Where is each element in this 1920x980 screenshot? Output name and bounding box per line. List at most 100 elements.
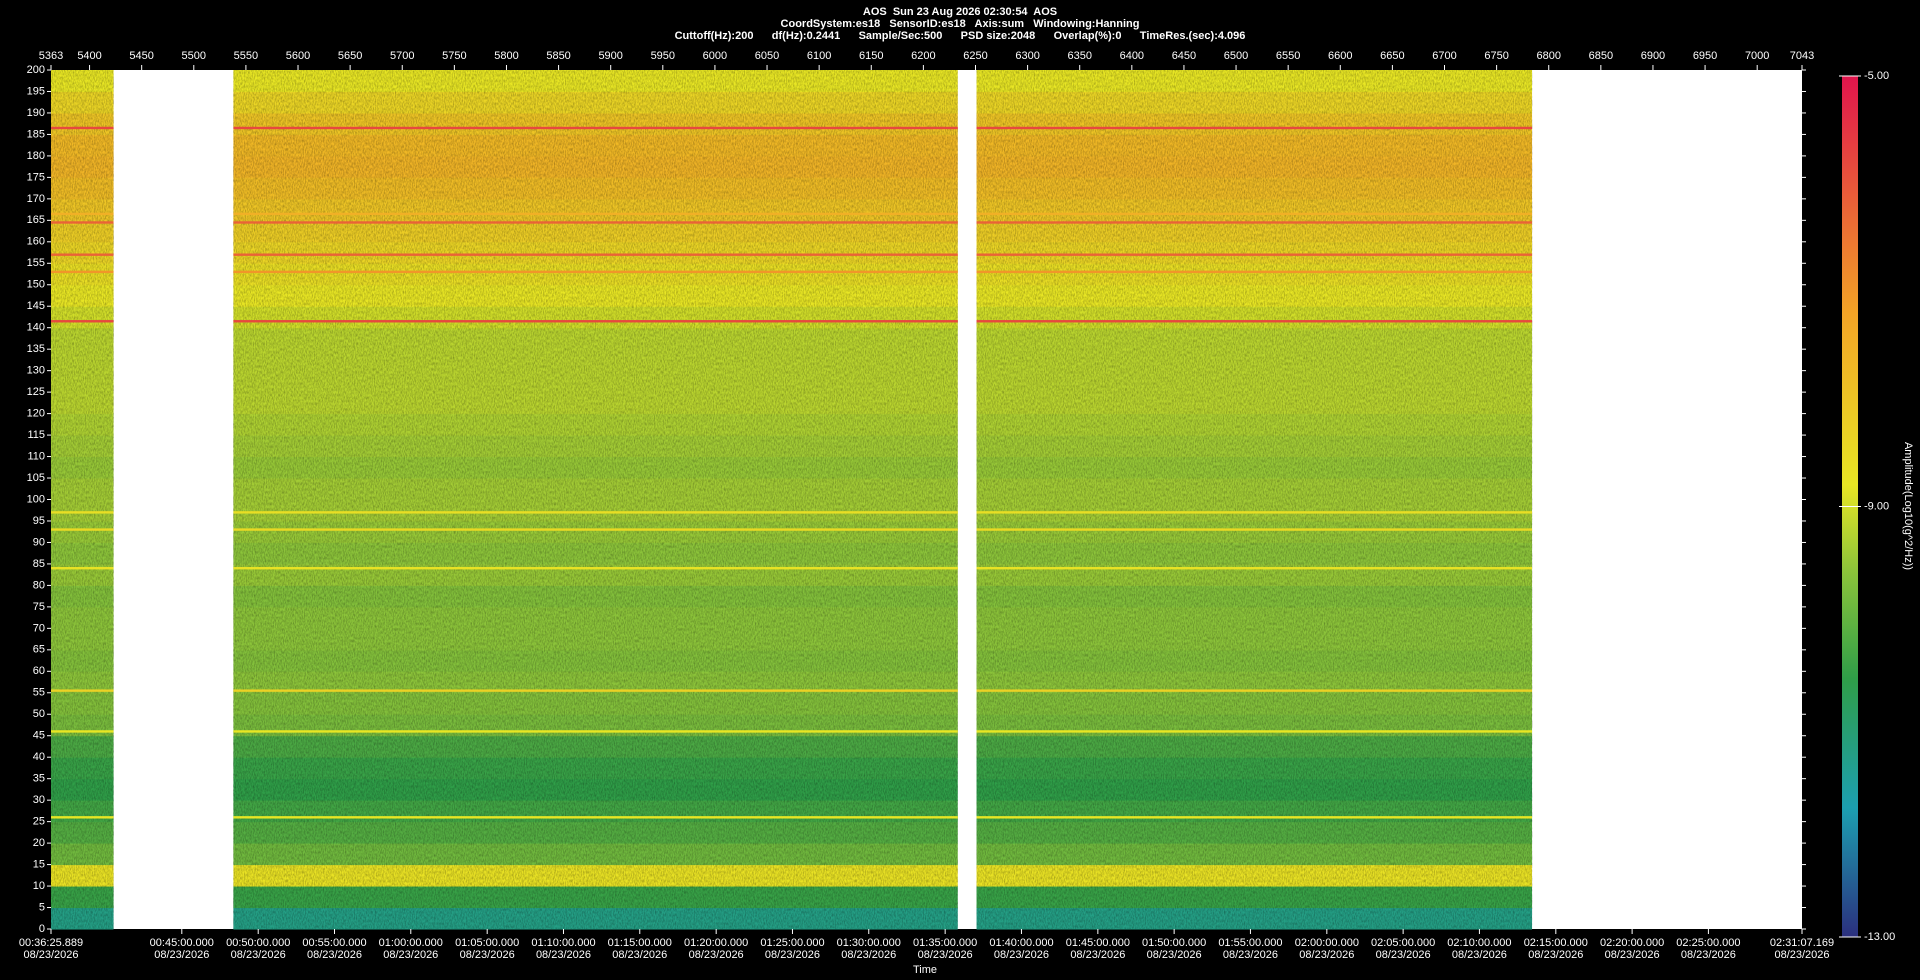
spectral-line (233, 270, 958, 274)
y-tick-label: 70 (33, 622, 45, 634)
time-tick-date: 08/23/2026 (1223, 949, 1278, 961)
x-tick-label: 5800 (494, 50, 518, 62)
x-tick-label: 6300 (1015, 50, 1039, 62)
spectral-line (51, 528, 114, 531)
y-tick-label: 140 (27, 322, 45, 334)
time-tick-date: 08/23/2026 (1147, 949, 1202, 961)
x-tick-label: 6350 (1067, 50, 1091, 62)
spectral-line (51, 730, 114, 733)
time-tick-label: 01:20:00.000 (684, 937, 748, 949)
spectral-line (233, 567, 958, 570)
time-tick-date: 08/23/2026 (765, 949, 820, 961)
spectral-line (51, 126, 114, 130)
spectral-line (233, 511, 958, 514)
y-tick-label: 45 (33, 730, 45, 742)
time-tick-date: 08/23/2026 (307, 949, 362, 961)
x-tick-label: 6650 (1380, 50, 1404, 62)
spectral-line (976, 212, 1533, 216)
time-tick-label: 00:36:25.889 (19, 937, 83, 949)
spectral-line (233, 212, 958, 216)
colorbar-tick-label: -9.00 (1864, 500, 1889, 512)
spectral-line (976, 689, 1533, 692)
y-tick-label: 100 (27, 493, 45, 505)
colorbar-label: Amplitude(Log10(g^2/Hz)) (1902, 442, 1914, 570)
y-tick-label: 165 (27, 214, 45, 226)
y-tick-label: 95 (33, 515, 45, 527)
time-tick-label: 01:45:00.000 (1066, 937, 1130, 949)
spectral-line (976, 816, 1533, 819)
y-tick-label: 190 (27, 107, 45, 119)
time-tick-label: 02:15:00.000 (1524, 937, 1588, 949)
x-tick-label: 6750 (1484, 50, 1508, 62)
x-tick-label: 6850 (1589, 50, 1613, 62)
time-tick-label: 00:45:00.000 (150, 937, 214, 949)
x-tick-label: 6050 (755, 50, 779, 62)
spectral-line (51, 212, 114, 216)
time-tick-label: 01:10:00.000 (531, 937, 595, 949)
y-tick-label: 185 (27, 128, 45, 140)
y-tick-label: 35 (33, 773, 45, 785)
y-tick-label: 155 (27, 257, 45, 269)
x-tick-label: 6550 (1276, 50, 1300, 62)
x-axis-label: Time (913, 964, 937, 976)
x-tick-label: 6500 (1224, 50, 1248, 62)
time-tick-date: 08/23/2026 (383, 949, 438, 961)
y-tick-label: 10 (33, 880, 45, 892)
time-tick-label: 01:35:00.000 (913, 937, 977, 949)
y-tick-label: 60 (33, 665, 45, 677)
spectral-line (976, 126, 1533, 130)
x-tick-label: 5900 (598, 50, 622, 62)
time-tick-date: 08/23/2026 (154, 949, 209, 961)
y-tick-label: 115 (27, 429, 45, 441)
x-tick-label: 5750 (442, 50, 466, 62)
x-tick-label: 7000 (1745, 50, 1769, 62)
y-tick-label: 90 (33, 536, 45, 548)
spectral-line (51, 270, 114, 274)
time-tick-label: 02:10:00.000 (1447, 937, 1511, 949)
time-tick-label: 01:55:00.000 (1218, 937, 1282, 949)
y-tick-label: 195 (27, 85, 45, 97)
time-tick-label: 02:00:00.000 (1295, 937, 1359, 949)
spectral-line (976, 567, 1533, 570)
y-tick-label: 175 (27, 171, 45, 183)
time-tick-label: 01:30:00.000 (837, 937, 901, 949)
spectral-line (233, 816, 958, 819)
x-tick-label: 6150 (859, 50, 883, 62)
y-tick-label: 130 (27, 365, 45, 377)
x-tick-label: 6250 (963, 50, 987, 62)
time-tick-date: 08/23/2026 (994, 949, 1049, 961)
y-tick-label: 40 (33, 751, 45, 763)
spectral-line (51, 567, 114, 570)
time-tick-label: 01:05:00.000 (455, 937, 519, 949)
time-tick-date: 08/23/2026 (689, 949, 744, 961)
x-tick-label: 6950 (1693, 50, 1717, 62)
time-tick-date: 08/23/2026 (1605, 949, 1660, 961)
time-tick-label: 02:25:00.000 (1676, 937, 1740, 949)
time-tick-label: 01:50:00.000 (1142, 937, 1206, 949)
y-tick-label: 125 (27, 386, 45, 398)
y-tick-label: 145 (27, 300, 45, 312)
y-tick-label: 180 (27, 150, 45, 162)
y-tick-label: 65 (33, 644, 45, 656)
x-tick-label: 5500 (182, 50, 206, 62)
spectral-line (51, 816, 114, 819)
time-tick-label: 01:40:00.000 (989, 937, 1053, 949)
y-tick-label: 30 (33, 794, 45, 806)
spectral-line (51, 689, 114, 692)
y-tick-label: 80 (33, 579, 45, 591)
x-tick-label: 6200 (911, 50, 935, 62)
time-tick-date: 08/23/2026 (460, 949, 515, 961)
y-tick-label: 5 (39, 901, 45, 913)
spectral-line (233, 320, 958, 323)
time-tick-label: 02:05:00.000 (1371, 937, 1435, 949)
y-tick-label: 160 (27, 236, 45, 248)
spectral-line (51, 320, 114, 323)
x-tick-label: 6400 (1120, 50, 1144, 62)
x-tick-label: 6600 (1328, 50, 1352, 62)
time-tick-date: 08/23/2026 (1299, 949, 1354, 961)
time-tick-date: 08/23/2026 (1681, 949, 1736, 961)
x-tick-label: 5700 (390, 50, 414, 62)
spectral-line (233, 253, 958, 256)
y-tick-label: 75 (33, 601, 45, 613)
x-tick-label: 5850 (546, 50, 570, 62)
